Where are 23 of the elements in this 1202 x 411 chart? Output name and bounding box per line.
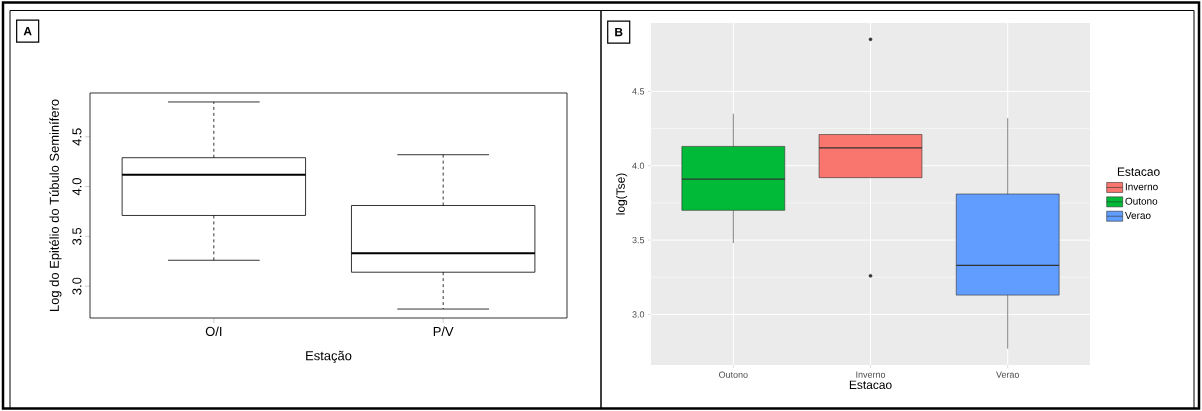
- y-tick-label: 4.0: [72, 178, 82, 196]
- legend-label: Outono: [1125, 197, 1158, 205]
- y-tick-label: 3.5: [632, 236, 645, 244]
- y-axis-title: Log do Epitélio do Túbulo Seminífero: [49, 99, 62, 311]
- legend-label: Verao: [1125, 212, 1151, 220]
- x-tick-label: Verao: [996, 371, 1020, 378]
- legend-title: Estacao: [1117, 167, 1160, 176]
- x-tick-label: Inverno: [856, 371, 886, 378]
- legend-label: Inverno: [1125, 183, 1158, 191]
- x-axis-title: Estação: [306, 350, 352, 363]
- y-tick-label: 3.0: [72, 277, 82, 295]
- y-tick-label: 3.0: [632, 311, 645, 318]
- chart-title: A: [23, 27, 32, 36]
- chart-title: B: [615, 27, 623, 37]
- y-tick-label: 4.5: [72, 128, 82, 146]
- y-tick-label: 4.0: [632, 162, 645, 169]
- x-tick-label: Outono: [719, 371, 748, 378]
- x-tick-label: O/I: [205, 326, 222, 337]
- x-tick-label: P/V: [433, 326, 454, 337]
- y-tick-label: 4.5: [632, 88, 645, 95]
- y-axis-title: log(Tse): [616, 173, 628, 215]
- x-axis-title: Estacao: [849, 380, 892, 390]
- y-tick-label: 3.5: [72, 227, 82, 245]
